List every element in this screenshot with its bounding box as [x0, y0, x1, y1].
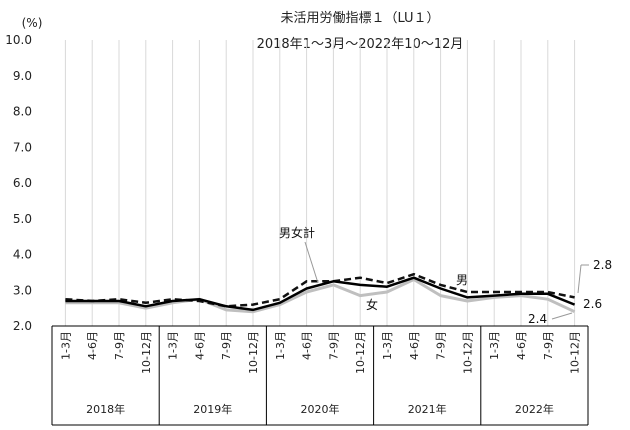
leader-line — [304, 241, 319, 284]
year-label: 2018年 — [86, 402, 125, 416]
series-lines — [65, 272, 576, 314]
leader-line — [551, 312, 573, 320]
y-tick-label: 7.0 — [13, 140, 32, 154]
x-tick-label: 4-6月 — [193, 331, 206, 360]
y-tick-label: 9.0 — [13, 69, 32, 83]
x-tick-label: 7-9月 — [327, 331, 340, 360]
x-tick-label: 10-12月 — [140, 331, 153, 374]
x-tick-label: 4-6月 — [408, 331, 421, 360]
x-tick-label: 1-3月 — [381, 331, 394, 360]
label-female: 女 — [366, 297, 378, 312]
end-value-female: 2.4 — [528, 312, 547, 326]
year-label: 2019年 — [193, 402, 232, 416]
series-line-total — [65, 276, 576, 312]
grid-lines — [64, 40, 576, 326]
x-axis: 1-3月 4-6月 7-9月 10-12月 1-3月 4-6月 7-9月 10-12月 1-3月… — [51, 325, 589, 426]
x-tick-label: 1-3月 — [59, 331, 72, 360]
y-tick-label: 5.0 — [13, 212, 32, 226]
year-label: 2021年 — [408, 402, 447, 416]
end-value-male: 2.8 — [593, 258, 612, 272]
x-tick-label: 7-9月 — [542, 331, 555, 360]
x-tick-label: 10-12月 — [247, 331, 260, 374]
y-tick-label: 4.0 — [13, 248, 32, 262]
label-total: 男女計 — [279, 225, 315, 240]
y-tick-label: 3.0 — [13, 283, 32, 297]
y-tick-label: 10.0 — [5, 33, 32, 47]
x-tick-label: 7-9月 — [220, 331, 233, 360]
year-label: 2022年 — [515, 402, 554, 416]
x-tick-label: 10-12月 — [354, 331, 367, 374]
x-tick-label: 10-12月 — [569, 331, 582, 374]
y-tick-label: 8.0 — [13, 105, 32, 119]
x-tick-label: 10-12月 — [461, 331, 474, 374]
x-tick-label: 4-6月 — [301, 331, 314, 360]
year-label: 2020年 — [301, 402, 340, 416]
y-tick-label: 6.0 — [13, 176, 32, 190]
x-tick-label: 7-9月 — [113, 331, 126, 360]
y-tick-label: 2.0 — [13, 319, 32, 333]
series-line-female — [65, 278, 576, 314]
x-tick-label: 4-6月 — [86, 331, 99, 360]
series-line-male — [65, 272, 575, 308]
chart-title: 未活用労働指標１（LU１） — [280, 11, 439, 26]
x-tick-label: 4-6月 — [515, 331, 528, 360]
x-tick-label: 1-3月 — [167, 331, 180, 360]
y-axis-unit: (%) — [22, 16, 43, 30]
x-tick-label: 1-3月 — [488, 331, 501, 360]
y-axis: 2.0 3.0 4.0 5.0 6.0 7.0 8.0 9.0 10.0 — [5, 33, 32, 333]
end-value-total: 2.6 — [583, 297, 602, 311]
x-tick-label: 7-9月 — [435, 331, 448, 360]
label-male: 男 — [456, 273, 468, 287]
x-tick-label: 1-3月 — [274, 331, 287, 360]
leader-line — [577, 264, 582, 294]
